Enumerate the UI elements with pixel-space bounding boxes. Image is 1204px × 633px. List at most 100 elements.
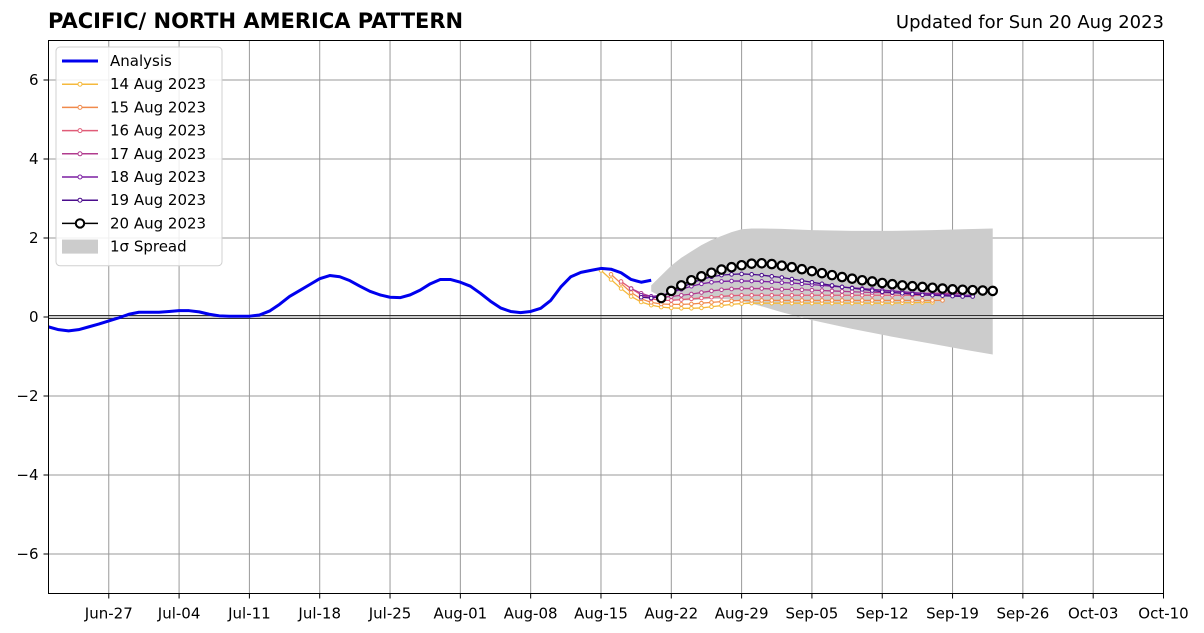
forecast-point	[759, 272, 764, 278]
x-tick-label: Sep-19	[926, 605, 979, 623]
y-tick-label: 6	[29, 71, 39, 89]
forecast-point	[709, 288, 714, 294]
forecast-series-line	[610, 273, 943, 306]
forecast-point	[819, 288, 825, 293]
forecast-point	[699, 290, 704, 295]
forecast-point	[769, 292, 775, 298]
forecast-point	[819, 281, 825, 287]
forecast-point	[679, 297, 684, 302]
legend-marker	[77, 104, 83, 110]
forecast-point	[608, 272, 614, 277]
forecast-point	[739, 278, 744, 284]
forecast-point	[819, 298, 825, 303]
forecast-point	[729, 293, 734, 298]
legend-marker	[77, 128, 83, 134]
forecast-point	[648, 295, 654, 301]
forecast-point	[889, 290, 895, 295]
forecast-point	[759, 292, 764, 298]
latest-forecast-point	[746, 258, 757, 269]
forecast-point	[779, 292, 785, 298]
latest-forecast-point	[897, 280, 908, 291]
legend-label: 1σ Spread	[110, 238, 187, 256]
forecast-point	[849, 298, 855, 303]
forecast-point	[799, 298, 805, 303]
latest-forecast-layer	[655, 257, 999, 304]
latest-forecast-point	[836, 271, 848, 283]
legend-entry: 19 Aug 2023	[62, 191, 206, 209]
legend-label: 17 Aug 2023	[110, 145, 206, 163]
forecast-point	[719, 303, 724, 308]
forecast-point	[739, 292, 744, 298]
forecast-point	[910, 298, 915, 303]
x-tick-label: Aug-22	[644, 605, 698, 623]
forecast-point	[930, 298, 935, 303]
forecast-point	[749, 292, 754, 298]
forecast-point	[628, 294, 634, 299]
latest-forecast-point	[886, 278, 898, 290]
forecast-point	[789, 287, 795, 292]
forecast-point	[900, 298, 905, 303]
forecast-point	[709, 294, 714, 300]
legend-box	[55, 46, 223, 267]
forecast-point	[799, 292, 805, 298]
forecast-point	[689, 306, 694, 311]
forecast-point	[729, 278, 734, 284]
forecast-point	[960, 294, 965, 299]
forecast-point	[839, 292, 845, 298]
forecast-point	[920, 292, 925, 298]
legend-entry: 1σ Spread	[62, 238, 187, 256]
forecast-point	[869, 298, 875, 303]
forecast-point	[839, 284, 845, 290]
analysis-line	[48, 266, 652, 333]
forecast-point	[729, 298, 734, 304]
latest-forecast-point	[756, 257, 767, 269]
latest-forecast-point	[826, 269, 838, 281]
legend-entry: Analysis	[62, 52, 172, 70]
forecast-point	[829, 288, 835, 294]
latest-forecast-point	[696, 271, 707, 282]
y-tick-label: −4	[16, 466, 38, 484]
chart-title: PACIFIC/ NORTH AMERICA PATTERN	[48, 9, 464, 33]
forecast-point	[679, 292, 684, 298]
latest-forecast-point	[967, 284, 978, 296]
forecast-point	[769, 298, 775, 303]
forecast-point	[920, 298, 925, 303]
legend-marker	[77, 197, 83, 203]
forecast-point	[859, 298, 865, 303]
forecast-point	[900, 291, 905, 296]
forecast-point	[789, 276, 795, 282]
forecast-point	[789, 292, 795, 298]
forecast-point	[769, 279, 775, 285]
forecast-point	[749, 272, 754, 277]
latest-forecast-point	[987, 285, 999, 297]
x-tick-label: Sep-05	[786, 605, 839, 623]
latest-forecast-point	[937, 283, 948, 294]
latest-forecast-point	[776, 260, 788, 271]
forecast-point	[809, 298, 815, 303]
latest-forecast-point	[806, 265, 818, 277]
legend-entry: 14 Aug 2023	[62, 75, 206, 93]
legend-entry: 18 Aug 2023	[62, 168, 206, 186]
latest-forecast-point	[977, 285, 988, 296]
forecast-point	[889, 298, 895, 303]
forecast-point	[859, 287, 865, 292]
legend-marker	[77, 81, 83, 87]
latest-forecast-point	[676, 280, 687, 291]
forecast-point	[729, 272, 734, 277]
forecast-point	[699, 300, 704, 306]
forecast-point	[729, 286, 734, 292]
forecast-point	[709, 304, 714, 310]
latest-forecast-point	[816, 267, 828, 279]
x-tick-label: Jul-11	[227, 605, 271, 623]
forecast-point	[759, 298, 764, 303]
x-tick-label: Oct-10	[1138, 605, 1188, 623]
latest-forecast-point	[917, 281, 928, 293]
latest-forecast-point	[856, 274, 868, 286]
forecast-point	[779, 298, 785, 303]
forecast-point	[749, 278, 754, 284]
latest-forecast-point	[957, 284, 968, 296]
x-tick-label: Aug-01	[433, 605, 487, 623]
forecast-point	[799, 287, 805, 293]
x-tick-label: Aug-29	[715, 605, 769, 623]
